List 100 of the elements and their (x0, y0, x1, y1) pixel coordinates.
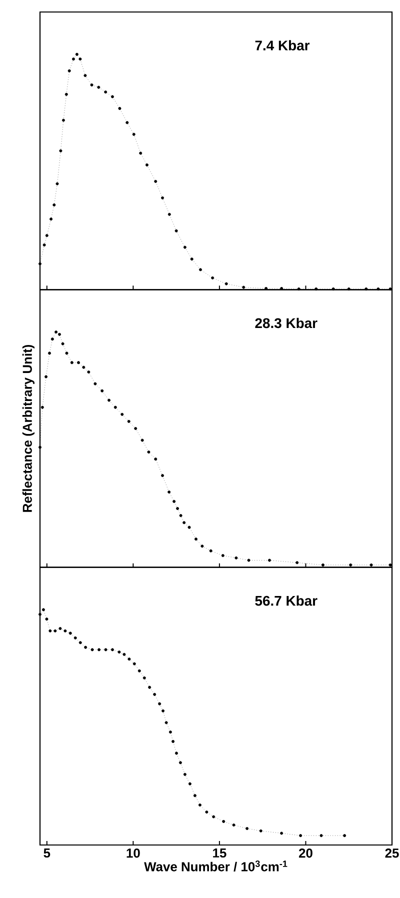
point (179, 514, 182, 518)
point (193, 794, 196, 798)
point (59, 149, 62, 152)
point (388, 563, 392, 566)
x-tick-label: 25 (385, 848, 399, 858)
point (158, 702, 162, 706)
point (50, 218, 53, 221)
point (190, 258, 194, 261)
point (188, 782, 192, 786)
point (161, 474, 164, 478)
point (222, 820, 226, 823)
point (42, 608, 45, 612)
point (194, 538, 198, 541)
point (64, 629, 67, 632)
point (90, 648, 94, 652)
point (38, 446, 42, 449)
point (205, 810, 208, 814)
point (78, 58, 82, 61)
point (42, 243, 46, 246)
point (58, 627, 62, 630)
point (168, 212, 171, 216)
point (76, 361, 80, 364)
point (247, 558, 250, 562)
point (268, 558, 271, 562)
point (182, 521, 186, 524)
point (68, 632, 72, 635)
point (84, 74, 87, 78)
point (64, 92, 68, 96)
point (38, 612, 42, 616)
point (104, 90, 108, 94)
point (232, 824, 236, 826)
point (211, 276, 214, 280)
point (140, 438, 144, 442)
point (48, 352, 51, 355)
point (128, 658, 131, 661)
point (212, 815, 216, 818)
x-tick-label: 15 (213, 848, 226, 858)
point (45, 618, 48, 621)
point (164, 721, 168, 724)
point (68, 69, 71, 72)
point (65, 352, 68, 355)
point (44, 375, 48, 378)
point (259, 829, 262, 832)
point (62, 118, 65, 122)
point (209, 549, 212, 552)
point (147, 450, 150, 454)
point (174, 752, 178, 755)
point (224, 282, 228, 286)
point (161, 196, 164, 200)
point (54, 330, 58, 334)
point (142, 676, 146, 680)
point (87, 370, 90, 374)
point (97, 86, 100, 89)
point (148, 686, 152, 689)
point (61, 342, 64, 346)
x-tick-label: 20 (298, 848, 312, 858)
point (343, 834, 346, 838)
point (299, 834, 302, 838)
point (122, 652, 126, 656)
y-axis-title: Reflectance (Arbitrary Unit) (22, 344, 34, 512)
point (98, 648, 101, 652)
point (221, 554, 224, 558)
point (114, 406, 117, 409)
point (198, 804, 202, 806)
point (134, 427, 138, 430)
point (168, 730, 172, 734)
point (58, 332, 61, 336)
point (132, 132, 136, 136)
x-tick-label: 10 (126, 848, 140, 858)
point (321, 563, 324, 566)
point (74, 636, 77, 640)
point (126, 121, 129, 124)
point (176, 507, 180, 510)
point (162, 709, 165, 712)
point (296, 561, 299, 564)
point (198, 268, 202, 272)
x-axis-title: Wave Number / 10$^{3}$cm$^{-1}$ (144, 860, 288, 872)
point (320, 834, 323, 838)
x-tick-label: 5 (44, 848, 50, 858)
point (172, 500, 176, 503)
point (242, 286, 246, 289)
point (48, 629, 52, 632)
point (178, 761, 182, 764)
point (72, 58, 75, 61)
point (153, 692, 156, 696)
point (234, 556, 238, 560)
text: 56.7 Kbar (255, 596, 318, 606)
point (145, 163, 148, 166)
point (168, 490, 171, 494)
point (70, 361, 74, 364)
point (100, 389, 104, 392)
point (50, 338, 54, 341)
point (154, 458, 158, 461)
point (108, 398, 111, 402)
point (370, 563, 373, 566)
point (52, 203, 56, 206)
point (78, 641, 82, 644)
point (118, 106, 122, 110)
point (120, 412, 124, 416)
point (90, 83, 94, 86)
